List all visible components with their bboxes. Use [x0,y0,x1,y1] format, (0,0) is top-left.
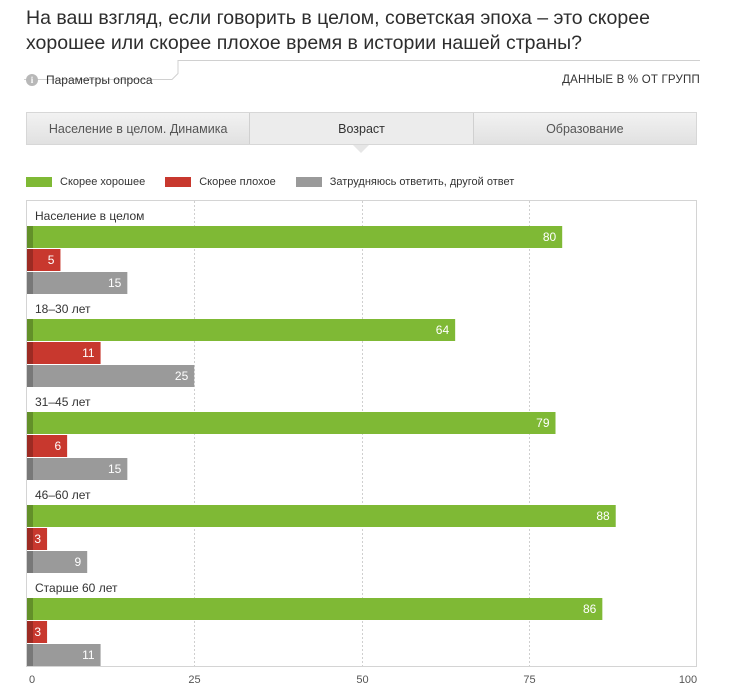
bar-edge [27,621,33,643]
bar [27,226,563,248]
data-unit-label: ДАННЫЕ В % ОТ ГРУПП [562,74,700,86]
bar-edge [27,226,33,248]
bar [27,412,556,434]
bar-value-label: 86 [583,602,597,616]
bar [27,505,616,527]
bar [27,319,456,341]
bar-edge [27,598,33,620]
bar-value-label: 11 [82,346,95,360]
bar-edge [27,365,33,387]
bar-value-label: 80 [543,230,557,244]
legend-label-neutral: Затрудняюсь ответить, другой ответ [329,176,515,188]
category-label: Население в целом [35,209,144,223]
bar-edge [27,644,33,666]
bar [27,458,128,480]
legend-label-bad: Скорее плохое [199,176,276,188]
x-tick-label: 0 [29,674,35,686]
bar-value-label: 64 [436,323,450,337]
category-label: 31–45 лет [35,395,91,409]
bar [27,621,48,643]
bar [27,528,48,550]
params-divider [24,60,700,80]
bar-edge [27,319,33,341]
bar-value-label: 88 [596,509,610,523]
x-tick-label: 75 [523,674,535,686]
x-tick-label: 100 [679,674,697,686]
tab-education[interactable]: Образование [546,121,624,136]
bar-value-label: 15 [108,462,122,476]
bar [27,272,128,294]
bar-value-label: 6 [54,439,61,453]
category-label: Старше 60 лет [35,581,118,595]
legend-swatch-neutral [295,177,322,187]
bar [27,249,61,271]
bar-edge [27,458,33,480]
legend-item-neutral: Затрудняюсь ответить, другой ответ [295,176,515,188]
bar [27,365,195,387]
bar-chart: 0 25 50 75 100 Население в целом 80 5 15 18–30 ле… [26,200,697,686]
x-tick-label: 25 [188,674,200,686]
info-icon: i [26,74,38,86]
bar-value-label: 25 [175,369,189,383]
bar-edge [27,528,33,550]
chart-area: 0 25 50 75 100 Население в целом 80 5 15 18–30 ле… [0,196,732,699]
bar-edge [27,505,33,527]
bar-edge [27,412,33,434]
bar-value-label: 11 [82,648,95,662]
chart-legend: Скорее хорошее Скорее плохое Затрудняюсь… [26,176,514,188]
category-label: 46–60 лет [35,488,91,502]
legend-swatch-bad [165,177,192,187]
bar-edge [27,249,33,271]
bar-edge [27,272,33,294]
survey-params-link[interactable]: i Параметры опроса [26,73,153,87]
tab-age[interactable]: Возраст [250,113,474,144]
bar-value-label: 15 [108,276,122,290]
bar [27,435,68,457]
tab-bar: Население в целом. Динамика Возраст Обра… [26,112,697,145]
bar [27,342,101,364]
category-label: 18–30 лет [35,302,91,316]
bar-edge [27,435,33,457]
bar-edge [27,551,33,573]
legend-label-good: Скорее хорошее [60,176,146,188]
legend-item-good: Скорее хорошее [26,176,145,188]
bar [27,644,101,666]
bar [27,598,603,620]
bar-edge [27,342,33,364]
legend-item-bad: Скорее плохое [165,176,276,188]
question-title: На ваш взгляд, если говорить в целом, со… [26,7,650,54]
tab-population-dynamics[interactable]: Население в целом. Динамика [27,113,251,144]
bar-value-label: 3 [34,532,41,546]
bar-value-label: 79 [536,416,550,430]
active-tab-pointer [353,145,369,153]
survey-params-label: Параметры опроса [46,73,153,87]
bar-value-label: 5 [48,253,55,267]
bar-value-label: 3 [34,625,41,639]
x-tick-label: 50 [356,674,368,686]
bar-value-label: 9 [75,555,82,569]
bar [27,551,88,573]
legend-swatch-good [26,177,52,187]
